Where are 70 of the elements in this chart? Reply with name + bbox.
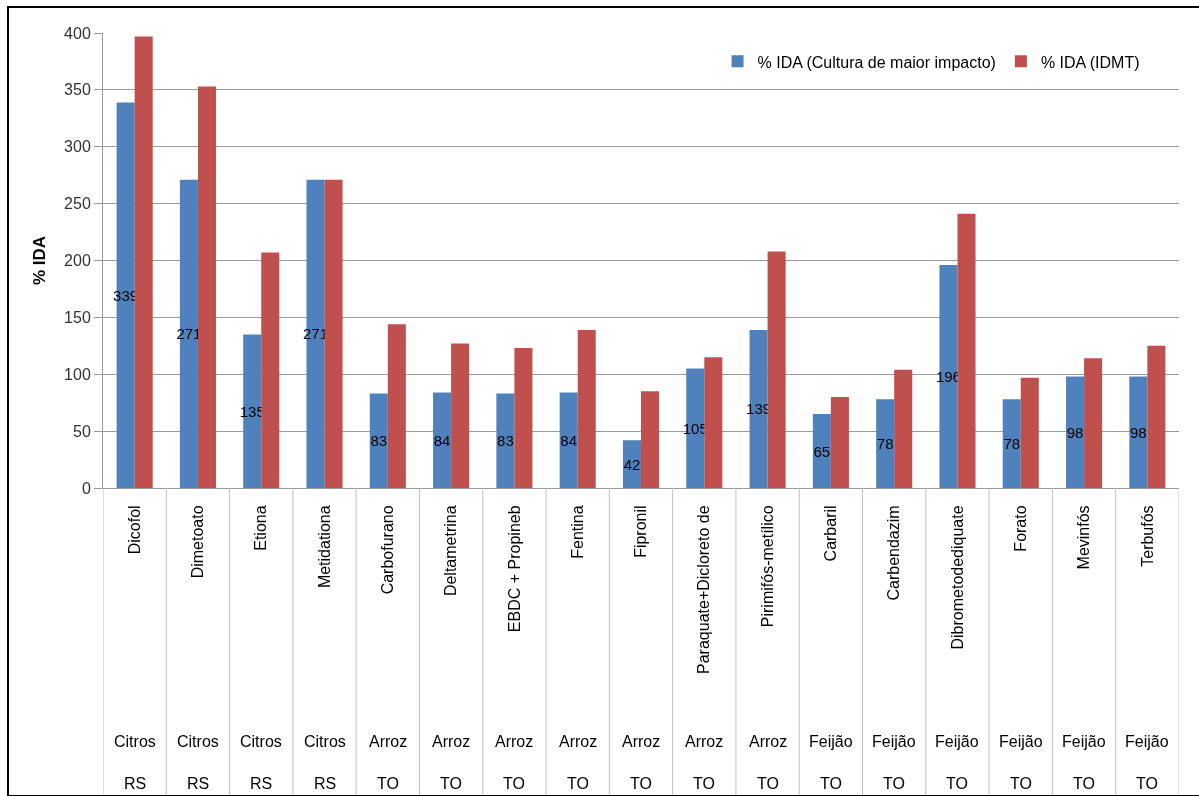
category-label: Carbendazim Feijão TO	[872, 505, 916, 792]
category-label: Fipronil Arroz TO	[622, 505, 661, 792]
bar	[1129, 376, 1148, 488]
data-label: 65	[813, 442, 831, 460]
bar	[243, 334, 262, 488]
y-tick-label: 100	[64, 365, 91, 383]
y-tick-label: 400	[64, 24, 91, 42]
y-tick-label: 150	[64, 308, 91, 326]
bar	[704, 357, 723, 488]
bar	[1147, 345, 1166, 488]
legend-label: % IDA (IDMT)	[1040, 53, 1140, 71]
bar	[433, 392, 452, 488]
data-label: 83	[497, 432, 514, 450]
category-label: Carbaril Feijão TO	[809, 505, 853, 792]
bar	[197, 86, 216, 488]
category-label: Paraquate+Dicloreto de Arroz TO	[685, 505, 724, 792]
bar	[641, 391, 660, 488]
category-label: Mevinfós Feijão TO	[1062, 505, 1106, 792]
data-label: 42	[623, 455, 641, 473]
bar	[1020, 377, 1039, 488]
y-tick-label: 200	[64, 252, 91, 270]
bar	[686, 368, 705, 488]
data-label: 83	[370, 432, 388, 450]
bar	[559, 392, 578, 488]
data-label: 98	[1129, 423, 1147, 441]
bar	[1002, 399, 1021, 488]
category-label: Forato Feijão TO	[999, 505, 1043, 792]
data-label: 78	[876, 435, 894, 453]
bar	[134, 36, 153, 488]
bar	[1084, 358, 1103, 488]
category-label: Fentina Arroz TO	[559, 505, 598, 792]
data-label: 84	[433, 431, 451, 449]
category-label: Carbofurano Arroz TO	[369, 505, 408, 792]
category-label: Etiona Citros RS	[240, 505, 282, 792]
y-tick-label: 0	[81, 479, 91, 497]
bar	[451, 343, 470, 488]
category-label: Pirimifós-metílico Arroz TO	[749, 505, 788, 792]
category-label: Metidationa Citros RS	[304, 505, 346, 792]
bar	[894, 369, 913, 488]
category-label: Dibrometodediquate Feijão TO	[935, 505, 979, 792]
y-tick-label: 250	[64, 195, 91, 213]
bar	[957, 213, 976, 488]
y-tick-label: 300	[64, 138, 91, 156]
bar	[939, 265, 958, 488]
bar	[369, 393, 388, 488]
category-label: Terbufós Feijão TO	[1125, 505, 1169, 792]
data-label: 78	[1003, 435, 1021, 453]
y-tick-label: 50	[73, 422, 91, 440]
bar	[577, 329, 596, 488]
data-label: 98	[1066, 423, 1084, 441]
bar	[387, 324, 406, 488]
bar	[324, 179, 343, 488]
category-label: Dimetoato Citros RS	[177, 505, 219, 792]
bar	[876, 399, 895, 488]
bar	[496, 393, 515, 488]
category-label: EBDC + Propineb Arroz TO	[495, 505, 534, 792]
y-tick-label: 350	[64, 81, 91, 99]
data-label: 84	[560, 431, 578, 449]
legend-label: % IDA (Cultura de maior impacto)	[757, 53, 996, 71]
category-label: Deltametrina Arroz TO	[432, 505, 471, 792]
category-label: Dicofol Citros RS	[114, 505, 156, 792]
bar	[767, 251, 786, 488]
bar	[749, 329, 768, 488]
bar	[179, 179, 198, 488]
bar	[261, 252, 280, 488]
bar	[514, 348, 533, 488]
y-axis-title: % IDA	[29, 235, 49, 286]
bar	[812, 414, 831, 488]
bar	[1066, 376, 1085, 488]
bar	[830, 397, 849, 488]
